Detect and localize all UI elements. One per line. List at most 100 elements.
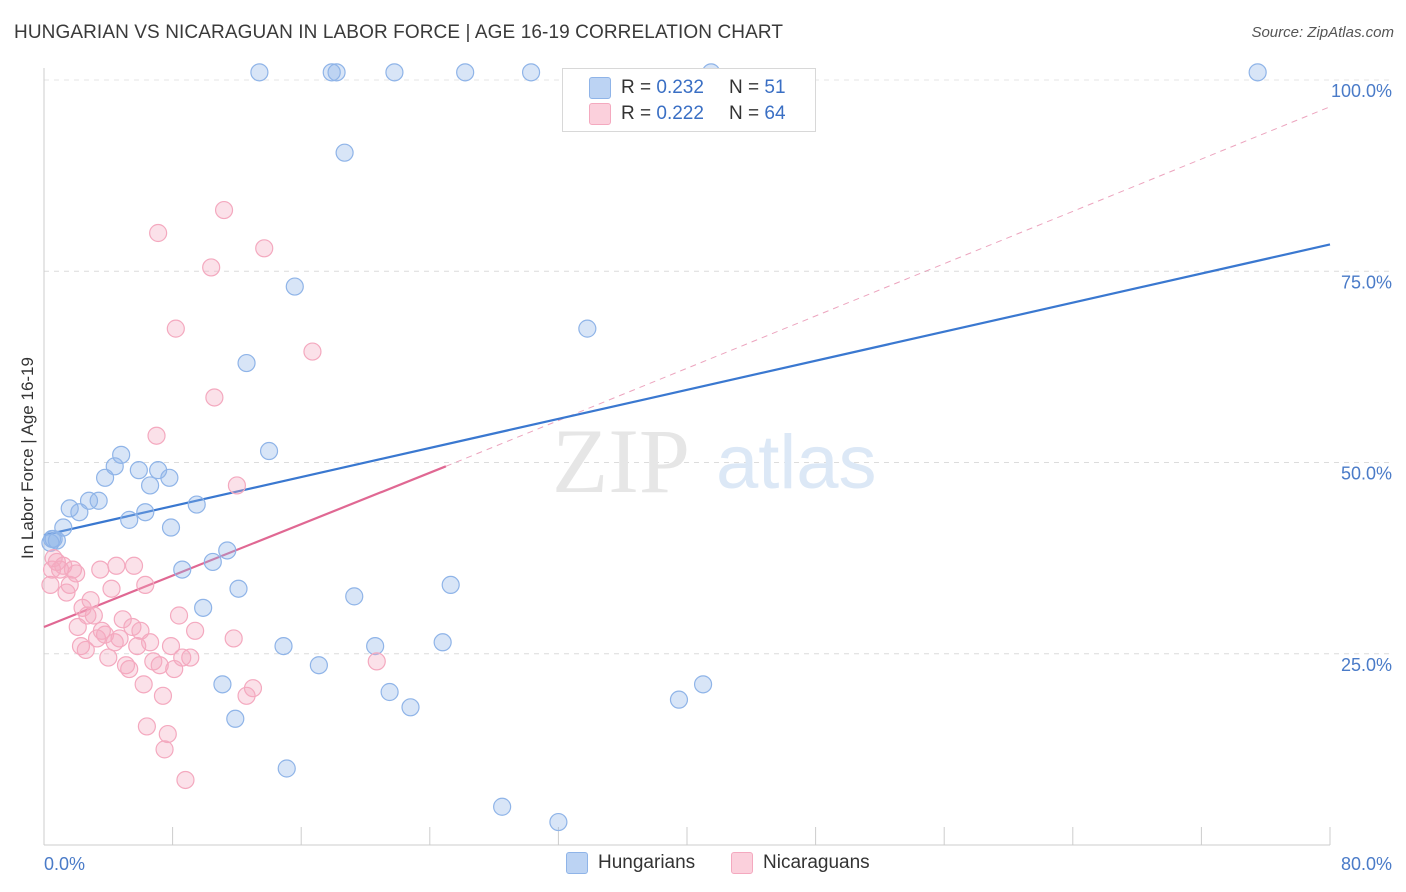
data-point-hungarians [218,541,237,560]
data-point-nicaraguans [140,633,160,652]
bottom-legend-swatch-nicaraguans [731,852,753,874]
data-point-hungarians [237,353,256,373]
y-tick-label: 50.0% [1341,464,1392,484]
data-point-hungarians [213,675,232,694]
bottom-legend-swatch-hungarians [566,852,588,874]
data-point-nicaraguans [99,648,118,667]
data-point-nicaraguans [149,223,168,243]
legend-n-label: N = [729,103,765,124]
data-point-hungarians [54,518,73,537]
data-point-nicaraguans [78,606,97,625]
data-point-hungarians [322,63,341,82]
data-point-hungarians [309,656,328,675]
data-point-hungarians [229,579,248,598]
data-point-nicaraguans [67,564,86,583]
data-point-nicaraguans [76,640,95,660]
data-point-nicaraguans [113,610,132,629]
legend-n-value: 51 [764,77,786,98]
data-point-nicaraguans [155,740,174,759]
data-point-nicaraguans [161,636,181,656]
trend-line-hungarians [43,243,1331,537]
legend-r-value: 0.232 [656,77,704,98]
data-point-hungarians [89,491,108,510]
data-point-nicaraguans [124,556,144,575]
watermark-zip: ZIP [552,410,690,512]
data-point-hungarians [578,319,597,338]
axes [43,68,1331,846]
data-point-nicaraguans [158,724,177,744]
data-point-nicaraguans [41,575,60,595]
data-point-hungarians [277,759,296,778]
data-point-nicaraguans [367,652,386,671]
data-point-hungarians [366,636,385,656]
legend-swatch-hungarians [589,77,611,99]
tick-labels: 25.0% 50.0% 75.0% 100.0% 0.0% 80.0% [44,81,1392,874]
data-point-nicaraguans [84,606,103,625]
data-point-nicaraguans [136,575,155,595]
data-point-nicaraguans [110,629,129,648]
data-point-hungarians [549,812,568,832]
data-point-nicaraguans [120,659,139,679]
legend-r-value: 0.222 [656,103,704,124]
y-tick-label: 25.0% [1341,655,1392,675]
data-point-nicaraguans [186,621,205,640]
data-point-hungarians [112,445,131,464]
data-point-nicaraguans [153,686,173,705]
trend-lines [43,106,1331,628]
data-point-hungarians [259,441,279,461]
data-point-hungarians [105,457,124,476]
data-point-hungarians [129,461,148,480]
data-point-nicaraguans [166,319,185,338]
y-axis-label: In Labor Force | Age 16-19 [18,357,37,559]
data-point-hungarians [456,63,475,82]
watermark-atlas: atlas [716,420,877,505]
data-point-hungarians [693,675,713,694]
y-tick-label: 100.0% [1331,81,1392,101]
data-point-nicaraguans [147,426,166,445]
data-point-hungarians [160,468,179,487]
data-point-hungarians [669,690,689,709]
x-tick-label: 80.0% [1341,854,1392,874]
data-point-nicaraguans [107,556,126,575]
data-point-hungarians [401,698,420,717]
data-point-hungarians [203,552,222,572]
data-point-nicaraguans [205,388,224,407]
data-point-hungarians [441,575,460,595]
data-point-nicaraguans [60,575,79,595]
data-point-nicaraguans [181,648,200,667]
data-point-hungarians [140,476,160,495]
x-tick-label: 0.0% [44,854,85,874]
data-point-nicaraguans [150,656,169,675]
data-point-nicaraguans [91,560,110,579]
data-point-nicaraguans [224,629,243,648]
data-point-hungarians [161,518,181,537]
data-point-hungarians [120,510,139,529]
data-point-nicaraguans [95,625,115,644]
data-point-hungarians [173,560,192,579]
data-point-nicaraguans [227,476,246,495]
chart-title: HUNGARIAN VS NICARAGUAN IN LABOR FORCE |… [14,22,784,43]
data-point-nicaraguans [255,239,274,258]
legend-r-label: R = [621,103,657,124]
data-point-hungarians [60,499,79,518]
data-point-nicaraguans [202,258,221,277]
source-label: Source: ZipAtlas.com [1251,24,1394,41]
data-point-hungarians [345,587,364,606]
data-point-hungarians [335,143,354,162]
legend-swatch-nicaraguans [589,103,611,125]
data-point-hungarians [194,598,213,617]
data-point-hungarians [521,63,541,82]
legend-box: R = 0.232 N = 51 R = 0.222 N = 64 [562,68,816,132]
bottom-legend-label-hungarians: Hungarians [598,852,696,873]
data-point-hungarians [380,682,399,702]
legend-n-value: 64 [764,103,786,124]
data-point-nicaraguans [169,606,189,625]
data-point-hungarians [79,491,99,510]
data-point-nicaraguans [214,200,234,220]
data-point-hungarians [327,63,346,82]
data-point-nicaraguans [102,579,121,598]
legend-r-label: R = [621,77,657,98]
data-point-nicaraguans [176,770,195,790]
data-point-hungarians [385,63,404,82]
